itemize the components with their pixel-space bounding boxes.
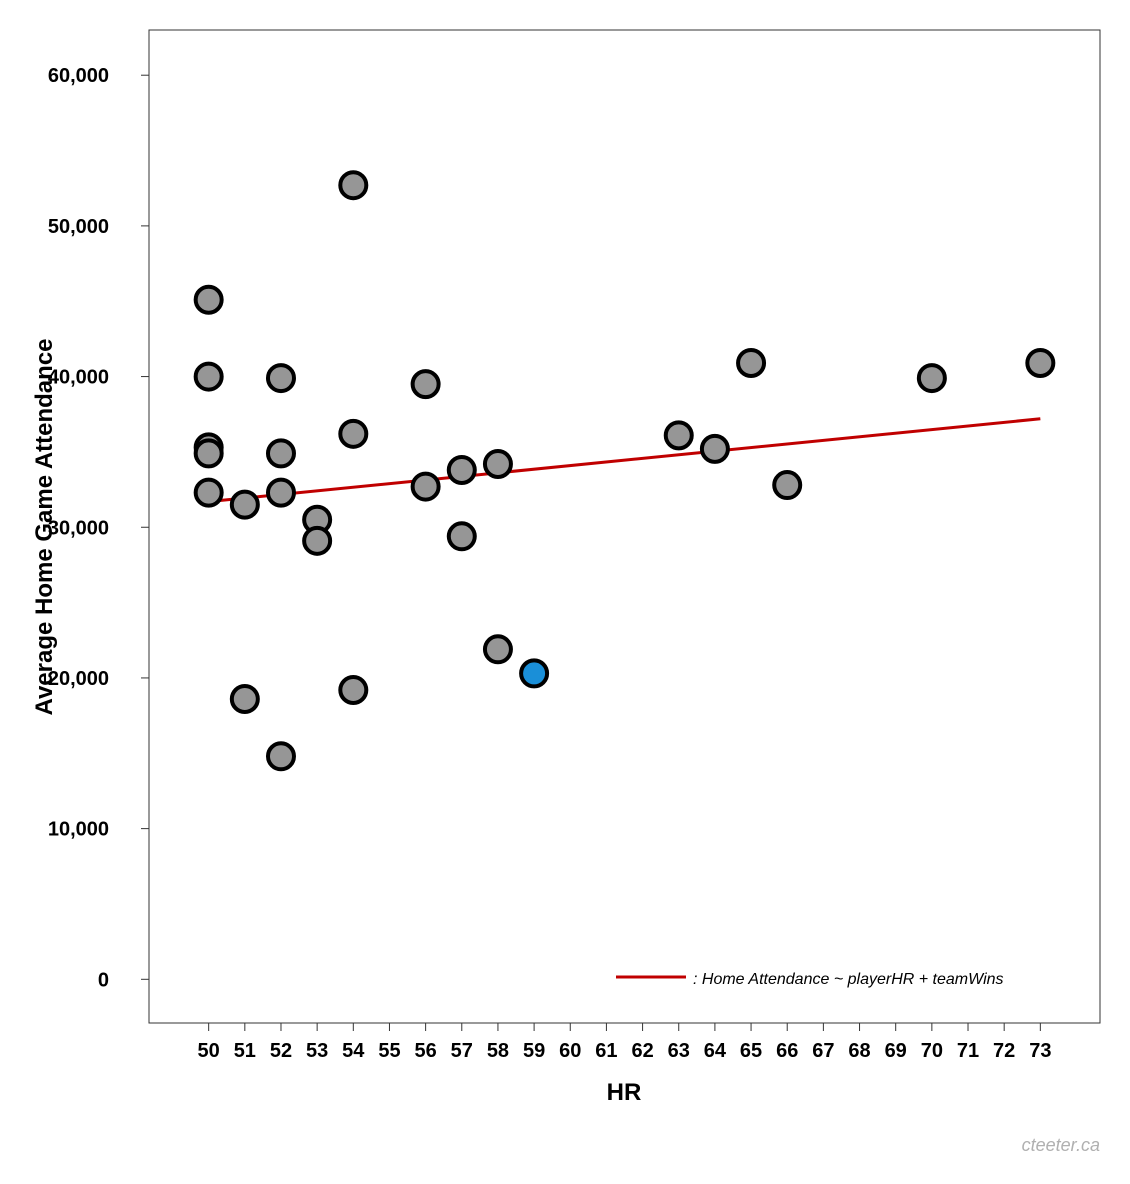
x-tick-label: 57: [451, 1040, 473, 1062]
data-points: [193, 170, 1056, 772]
data-point: [229, 489, 260, 520]
data-point: [338, 170, 369, 201]
x-axis-title: HR: [607, 1079, 642, 1106]
y-tick-label: 20,000: [48, 668, 109, 690]
y-tick-label: 60,000: [48, 65, 109, 87]
regression-line-group: [208, 417, 1041, 504]
y-tick-label: 30,000: [48, 517, 109, 539]
x-axis-ticks: 50 51 52 53 54 55 56 57 58 59 60 61 62 63 64 65 66 67 68 69…: [198, 1023, 1051, 1062]
regression-line: [208, 417, 1041, 504]
x-tick-label: 52: [270, 1040, 292, 1062]
data-point: [265, 741, 296, 772]
x-tick-label: 60: [559, 1040, 581, 1062]
data-point: [193, 438, 224, 469]
data-point: [265, 438, 296, 469]
data-point: [193, 284, 224, 315]
data-point: [482, 448, 513, 479]
x-tick-label: 51: [234, 1040, 256, 1062]
x-tick-label: 58: [487, 1040, 509, 1062]
x-tick-label: 64: [704, 1040, 727, 1062]
data-point: [772, 470, 803, 501]
y-tick-label: 10,000: [48, 819, 109, 841]
data-point: [663, 420, 694, 451]
data-point: [302, 525, 333, 556]
data-point: [736, 348, 767, 379]
x-tick-label: 68: [848, 1040, 870, 1062]
data-point: [699, 433, 730, 464]
data-point: [193, 477, 224, 508]
data-point: [410, 369, 441, 400]
x-tick-label: 63: [668, 1040, 690, 1062]
y-tick-label: 40,000: [48, 367, 109, 389]
x-tick-label: 55: [378, 1040, 400, 1062]
x-tick-label: 59: [523, 1040, 545, 1062]
y-axis-title: Average Home Game Attendance: [31, 338, 58, 715]
plot-panel: [148, 29, 1101, 1024]
x-tick-label: 73: [1029, 1040, 1051, 1062]
data-point: [410, 471, 441, 502]
data-point: [916, 363, 947, 394]
x-tick-label: 54: [342, 1040, 365, 1062]
data-point: [446, 454, 477, 485]
x-tick-label: 66: [776, 1040, 798, 1062]
data-point: [338, 674, 369, 705]
data-point: [265, 363, 296, 394]
legend: : Home Attendance ~ playerHR + teamWins: [616, 971, 1004, 988]
x-tick-label: 61: [595, 1040, 617, 1062]
data-point: [446, 521, 477, 552]
x-tick-label: 62: [631, 1040, 653, 1062]
x-tick-label: 53: [306, 1040, 328, 1062]
x-tick-label: 50: [198, 1040, 220, 1062]
x-tick-label: 69: [885, 1040, 907, 1062]
x-tick-label: 71: [957, 1040, 979, 1062]
data-point: [338, 418, 369, 449]
x-tick-label: 65: [740, 1040, 762, 1062]
x-tick-label: 67: [812, 1040, 834, 1062]
y-tick-label: 0: [98, 969, 109, 991]
legend-label: : Home Attendance ~ playerHR + teamWins: [693, 971, 1004, 988]
x-tick-label: 56: [414, 1040, 436, 1062]
data-point: [229, 684, 260, 715]
watermark: cteeter.ca: [1022, 1135, 1100, 1155]
data-point: [1025, 348, 1056, 379]
y-tick-label: 50,000: [48, 216, 109, 238]
x-tick-label: 72: [993, 1040, 1015, 1062]
y-axis-ticks: 0 10,000 20,000 30,000 40,000 50,000 60,000: [48, 65, 149, 991]
data-point-highlighted: [519, 658, 550, 689]
data-point: [265, 477, 296, 508]
x-tick-label: 70: [921, 1040, 943, 1062]
data-point: [193, 361, 224, 392]
data-point: [482, 634, 513, 665]
